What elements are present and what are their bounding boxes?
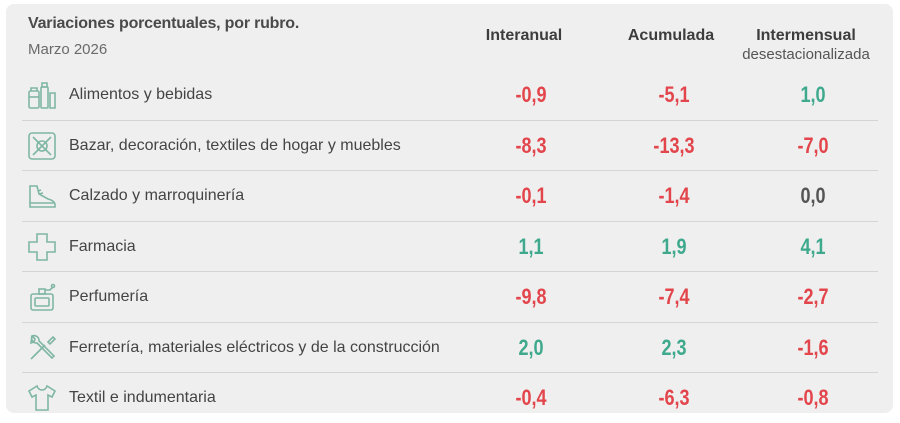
column-header-intermensual-label: Intermensual — [756, 27, 856, 44]
tools-icon — [26, 332, 58, 364]
interanual-value: -8,3 — [515, 132, 547, 158]
intermensual-value: -1,6 — [797, 334, 829, 360]
table-title: Variaciones porcentuales, por rubro. — [28, 15, 300, 32]
row-label: Perfumería — [69, 288, 149, 305]
intermensual-value: 4,1 — [800, 233, 826, 259]
interanual-value: -9,8 — [515, 284, 547, 309]
interanual-value: -0,4 — [515, 385, 547, 410]
intermensual-value: 1,0 — [800, 82, 826, 107]
interanual-value: 1,1 — [518, 233, 544, 259]
intermensual-value: -0,8 — [797, 385, 829, 410]
column-header-intermensual: Intermensual desestacionalizada — [722, 26, 890, 64]
table-row: Bazar, decoración, textiles de hogar y m… — [22, 121, 878, 171]
column-header-intermensual-sublabel: desestacionalizada — [742, 46, 870, 63]
shoe-icon — [26, 180, 58, 212]
row-label: Ferretería, materiales eléctricos y de l… — [69, 338, 440, 356]
intermensual-value: 0,0 — [800, 183, 826, 208]
intermensual-value: -7,0 — [797, 132, 829, 158]
row-label: Textil e indumentaria — [69, 389, 216, 406]
tshirt-icon — [26, 382, 58, 414]
grocery-icon — [26, 79, 58, 111]
acumulada-value: -13,3 — [653, 132, 695, 158]
table-row: Farmacia 1,1 1,9 4,1 — [22, 222, 878, 272]
table-row: Ferretería, materiales eléctricos y de l… — [22, 323, 878, 373]
acumulada-value: -7,4 — [658, 284, 690, 309]
perfume-icon — [26, 281, 58, 313]
home-decor-icon — [26, 130, 58, 162]
pharmacy-cross-icon — [26, 231, 58, 263]
row-label: Farmacia — [69, 237, 136, 255]
row-label: Bazar, decoración, textiles de hogar y m… — [69, 136, 401, 154]
table-body: Alimentos y bebidas -0,9 -5,1 1,0 Bazar,… — [22, 70, 878, 423]
intermensual-value: -2,7 — [797, 284, 829, 309]
interanual-value: -0,9 — [515, 82, 547, 107]
acumulada-value: -5,1 — [658, 82, 690, 107]
table-row: Calzado y marroquinería -0,1 -1,4 0,0 — [22, 171, 878, 222]
column-header-interanual-label: Interanual — [485, 27, 563, 44]
interanual-value: 2,0 — [518, 334, 544, 360]
table-card: Variaciones porcentuales, por rubro. Mar… — [6, 4, 893, 413]
table-subtitle: Marzo 2026 — [28, 41, 108, 58]
column-header-acumulada: Acumulada — [612, 26, 730, 45]
interanual-value: -0,1 — [515, 183, 547, 208]
column-header-interanual: Interanual — [472, 26, 576, 45]
table-row: Alimentos y bebidas -0,9 -5,1 1,0 — [22, 70, 878, 121]
acumulada-value: 1,9 — [661, 233, 687, 259]
table-row: Textil e indumentaria -0,4 -6,3 -0,8 — [22, 373, 878, 423]
row-label: Alimentos y bebidas — [69, 86, 213, 103]
acumulada-value: 2,3 — [661, 334, 687, 360]
acumulada-value: -6,3 — [658, 385, 690, 410]
acumulada-value: -1,4 — [658, 183, 690, 208]
table-row: Perfumería -9,8 -7,4 -2,7 — [22, 272, 878, 323]
row-label: Calzado y marroquinería — [69, 187, 245, 204]
column-header-acumulada-label: Acumulada — [627, 27, 715, 44]
